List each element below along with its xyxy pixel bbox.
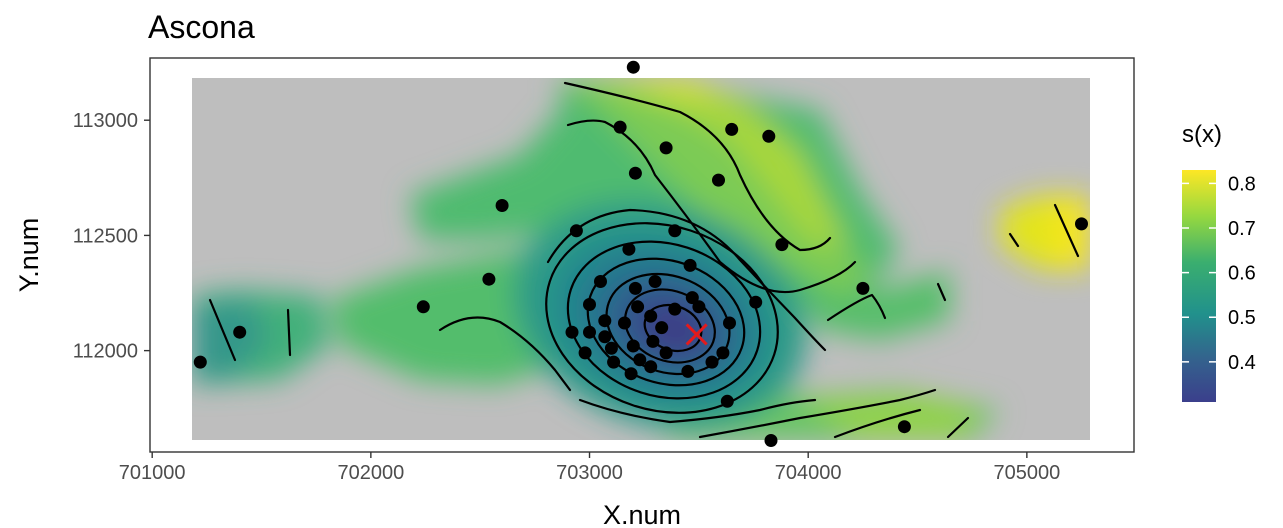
data-point (569, 224, 583, 238)
data-point (604, 341, 618, 355)
x-axis: 701000 702000 703000 704000 705000 (119, 452, 1060, 484)
data-point (578, 346, 592, 360)
contour-line (563, 81, 832, 252)
data-point (856, 281, 870, 295)
contour-line (578, 398, 817, 424)
minimum-marker-stroke (685, 323, 708, 346)
legend-tick-label: 0.5 (1228, 307, 1256, 329)
contour-line (438, 316, 572, 392)
contour-line (546, 208, 827, 352)
data-point (775, 238, 789, 252)
contour-line (1053, 203, 1080, 258)
data-point (624, 367, 638, 381)
plot-title: Ascona (148, 9, 255, 45)
data-point (683, 258, 697, 272)
legend-ticks: 0.4 0.5 0.6 0.7 0.8 (1182, 173, 1256, 374)
contour-line (826, 293, 887, 322)
legend-tick-label: 0.6 (1228, 263, 1256, 285)
data-point (565, 325, 579, 339)
data-point (482, 272, 496, 286)
data-point (233, 325, 247, 339)
data-point (668, 224, 682, 238)
data-point (583, 298, 596, 311)
y-tick-label: 113000 (73, 110, 138, 132)
contour-line (1008, 232, 1020, 248)
contour-line (566, 240, 762, 400)
data-point (628, 281, 642, 295)
data-point (193, 355, 207, 369)
data-point (725, 122, 739, 136)
data-point (495, 199, 509, 212)
contour-line (698, 388, 937, 439)
x-tick-label: 701000 (119, 462, 186, 484)
x-tick-label: 705000 (993, 462, 1060, 484)
data-point (692, 300, 706, 314)
data-point (607, 355, 621, 369)
data-point (720, 394, 734, 408)
data-point (723, 316, 736, 330)
x-tick-label: 704000 (775, 462, 842, 484)
data-point (646, 334, 660, 348)
data-point (622, 242, 636, 256)
contour-line (936, 282, 947, 302)
data-point (644, 309, 658, 323)
y-axis: 112000 112500 113000 (73, 110, 150, 363)
x-tick-label: 702000 (337, 462, 404, 484)
legend-title: s(x) (1182, 121, 1222, 148)
contour-line (286, 308, 292, 357)
panel-border (149, 57, 1135, 453)
data-point (668, 302, 682, 316)
minimum-marker (685, 323, 708, 346)
contour-line (545, 222, 779, 414)
contour-line (208, 298, 237, 362)
data-point (659, 346, 673, 360)
data-point (626, 339, 640, 353)
sample-points (193, 60, 1088, 447)
data-point (626, 60, 640, 74)
data-point (644, 360, 658, 374)
data-point (598, 330, 612, 344)
data-point (598, 314, 612, 328)
y-tick-label: 112000 (73, 341, 138, 363)
data-point (618, 316, 631, 330)
data-point (762, 129, 776, 143)
data-point (897, 420, 911, 434)
data-point (659, 141, 673, 155)
legend: s(x) 0.4 0.5 0.6 0.7 0.8 (1182, 121, 1256, 402)
data-point (1075, 217, 1088, 231)
data-point (749, 295, 763, 309)
data-point (583, 325, 596, 339)
legend-tick-label: 0.8 (1228, 173, 1256, 195)
plot-panel (149, 57, 1135, 453)
data-point (631, 300, 645, 314)
data-point (712, 173, 725, 187)
data-point (764, 434, 778, 447)
data-point (594, 275, 607, 288)
data-point (633, 353, 647, 367)
data-point (416, 300, 430, 314)
contour-line (624, 288, 716, 364)
legend-colorbar (1182, 170, 1216, 402)
x-tick-label: 703000 (556, 462, 623, 484)
data-point (613, 120, 627, 134)
data-point (681, 364, 695, 378)
data-point (716, 346, 730, 360)
x-axis-title: X.num (603, 500, 681, 528)
y-tick-label: 112500 (73, 225, 138, 247)
data-point (648, 275, 662, 288)
data-point (685, 291, 699, 305)
data-point (705, 355, 719, 369)
data-point (628, 166, 642, 180)
legend-tick-label: 0.7 (1228, 218, 1256, 240)
legend-tick-label: 0.4 (1228, 352, 1256, 374)
data-point (655, 321, 669, 335)
y-axis-title: Y.num (14, 218, 44, 293)
contour-line (946, 416, 970, 439)
contour-line (833, 408, 922, 439)
